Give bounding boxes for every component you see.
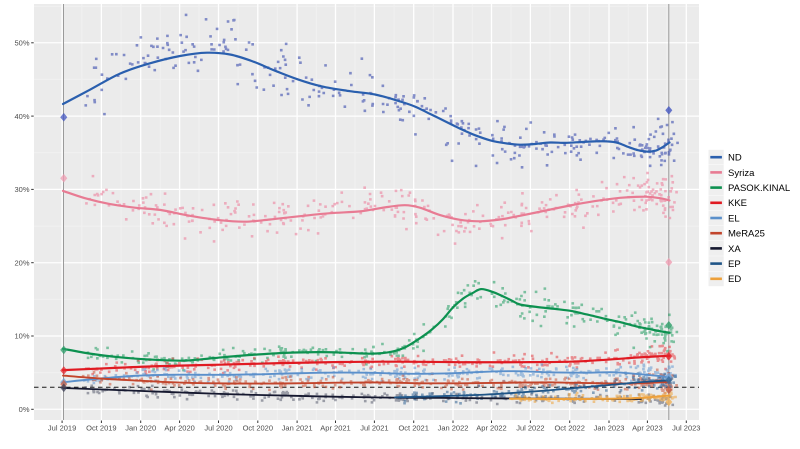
svg-text:50%: 50%	[14, 39, 29, 48]
svg-text:Apr 2022: Apr 2022	[476, 424, 506, 433]
svg-text:Oct 2020: Oct 2020	[243, 424, 273, 433]
svg-text:Jul 2023: Jul 2023	[672, 424, 700, 433]
svg-text:Jan 2021: Jan 2021	[282, 424, 313, 433]
svg-text:PASOK.KINAL: PASOK.KINAL	[728, 183, 790, 194]
svg-text:EL: EL	[728, 213, 740, 224]
svg-text:ED: ED	[728, 274, 741, 285]
svg-text:KKE: KKE	[728, 198, 747, 209]
svg-text:0%: 0%	[19, 405, 30, 414]
svg-text:Jan 2020: Jan 2020	[125, 424, 156, 433]
svg-text:Jan 2022: Jan 2022	[438, 424, 469, 433]
svg-text:Jul 2020: Jul 2020	[204, 424, 232, 433]
svg-text:Apr 2020: Apr 2020	[164, 424, 194, 433]
svg-text:Jul 2021: Jul 2021	[360, 424, 388, 433]
svg-text:EP: EP	[728, 259, 741, 270]
svg-text:Jan 2023: Jan 2023	[594, 424, 625, 433]
svg-text:Jul 2022: Jul 2022	[516, 424, 544, 433]
svg-text:Apr 2021: Apr 2021	[320, 424, 350, 433]
svg-text:Jul 2019: Jul 2019	[48, 424, 76, 433]
svg-text:ND: ND	[728, 153, 742, 164]
svg-text:MeRA25: MeRA25	[728, 229, 765, 240]
svg-text:XA: XA	[728, 244, 741, 255]
svg-text:Syriza: Syriza	[728, 168, 755, 179]
svg-text:10%: 10%	[14, 332, 29, 341]
svg-text:Oct 2019: Oct 2019	[86, 424, 116, 433]
svg-text:30%: 30%	[14, 185, 29, 194]
svg-text:20%: 20%	[14, 258, 29, 267]
svg-text:Oct 2021: Oct 2021	[398, 424, 428, 433]
svg-text:Apr 2023: Apr 2023	[632, 424, 662, 433]
svg-text:Oct 2022: Oct 2022	[554, 424, 584, 433]
svg-text:40%: 40%	[14, 112, 29, 121]
